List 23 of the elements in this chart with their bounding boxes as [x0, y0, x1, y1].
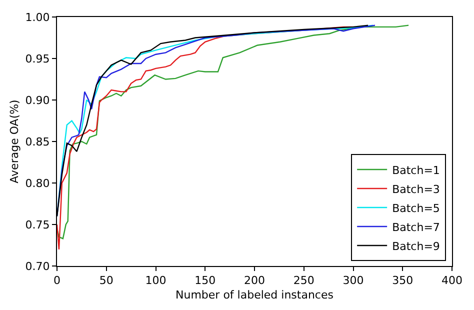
- x-axis-title: Number of labeled instances: [176, 288, 334, 302]
- x-tick-label: 0: [54, 274, 60, 288]
- y-tick-label: 0.95: [25, 52, 50, 66]
- x-tick-label: 100: [145, 274, 166, 288]
- x-tick-label: 50: [99, 274, 114, 288]
- legend-label: Batch=5: [392, 202, 440, 215]
- y-tick-label: 0.80: [25, 176, 50, 190]
- y-tick-label: 1.00: [25, 10, 50, 24]
- x-tick-label: 150: [194, 274, 216, 288]
- legend-label: Batch=1: [392, 164, 440, 177]
- y-axis-title: Average OA(%): [8, 100, 21, 184]
- y-tick-label: 0.85: [25, 135, 50, 148]
- y-tick-label: 0.70: [25, 260, 50, 273]
- y-tick-label: 0.90: [25, 94, 50, 107]
- y-tick-label: 0.75: [25, 218, 50, 232]
- legend-label: Batch=9: [392, 240, 440, 253]
- x-tick-label: 350: [392, 274, 414, 288]
- x-tick-label: 300: [342, 274, 364, 288]
- legend-label: Batch=3: [392, 182, 440, 196]
- x-tick-label: 200: [244, 274, 265, 288]
- x-tick-label: 400: [442, 274, 462, 288]
- legend-label: Batch=7: [392, 220, 440, 234]
- x-tick-label: 250: [293, 274, 314, 288]
